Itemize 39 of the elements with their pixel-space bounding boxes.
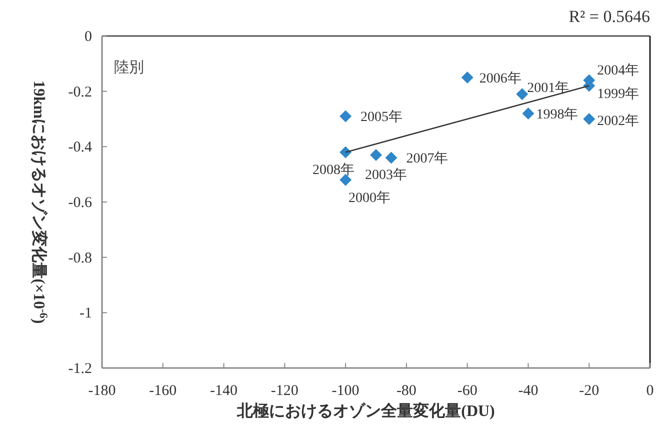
y-tick-label: 0: [84, 29, 92, 45]
x-tick-label: -160: [149, 383, 177, 399]
point: [370, 148, 382, 161]
text: R² = 0.5646: [568, 7, 650, 26]
annotation: 2007年: [406, 150, 448, 167]
x-tick-label: 0: [646, 383, 654, 399]
x-tick-label: -180: [88, 383, 116, 399]
annotation: 2008年: [312, 162, 355, 178]
point: [385, 152, 398, 164]
annotation: 2002年: [597, 113, 640, 129]
y-tick-label: -0.2: [68, 84, 92, 100]
x-tick-label: -100: [332, 383, 360, 399]
annotation: 陸別: [114, 59, 144, 76]
point: [340, 146, 352, 158]
annotation: 1998年: [536, 106, 578, 122]
x-tick-label: -20: [579, 383, 600, 399]
x-tick-label: -80: [396, 383, 416, 399]
y-tick-label: -1.2: [68, 361, 92, 377]
annotation: 2003年: [365, 166, 407, 183]
y-tick-label: -1: [80, 306, 92, 322]
x-tick-label: -40: [518, 383, 538, 399]
x-tick-label: -120: [270, 383, 298, 399]
annotation: 2005年: [360, 109, 403, 126]
point: [516, 88, 528, 100]
x-tick-label: -60: [457, 383, 478, 399]
x-axis-title: 北極におけるオゾン全量変化量(DU): [236, 401, 495, 420]
point: [583, 113, 596, 125]
annotation: 2000年: [348, 190, 391, 206]
point: [340, 110, 352, 122]
point: [522, 107, 534, 120]
x-tick-label: -140: [210, 383, 238, 399]
point: [461, 72, 474, 84]
annotation: 1999年: [597, 86, 640, 102]
annotation: 2001年: [527, 80, 570, 96]
y-tick-label: -0.8: [68, 250, 92, 266]
y-tick-label: -0.6: [68, 195, 92, 211]
annotation: 2004年: [597, 62, 640, 78]
y-tick-label: -0.4: [68, 140, 92, 156]
annotation: 2006年: [479, 70, 522, 86]
